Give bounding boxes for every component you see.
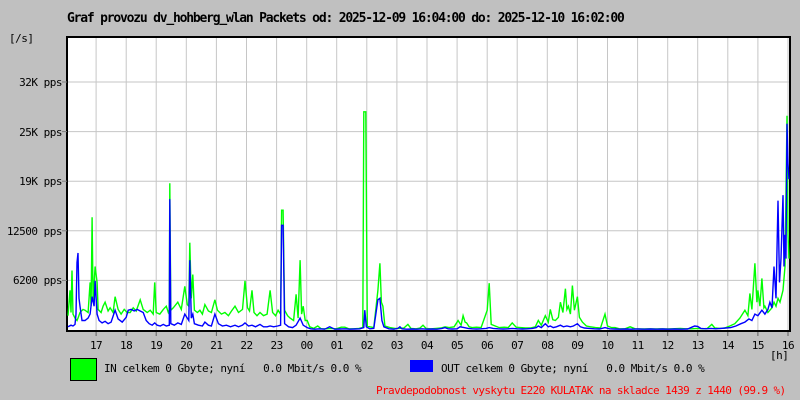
traffic-chart xyxy=(62,36,791,336)
x-axis-label: 11 xyxy=(631,339,644,352)
x-axis-label: 08 xyxy=(541,339,554,352)
x-axis-label: 09 xyxy=(571,339,584,352)
y-axis-label: 12500 pps xyxy=(6,225,63,238)
graph-title: Graf provozu dv_hohberg_wlan Packets od:… xyxy=(67,11,625,26)
x-axis-label: 12 xyxy=(661,339,675,352)
x-axis-label: 18 xyxy=(120,339,133,352)
x-axis-unit-label: [h] xyxy=(770,349,789,362)
in-legend-label: IN celkem 0 Gbyte; nyní 0.0 Mbit/s 0.0 % xyxy=(104,362,362,375)
x-axis-label: 10 xyxy=(601,339,614,352)
out-legend-label: OUT celkem 0 Gbyte; nyní 0.0 Mbit/s 0.0 … xyxy=(441,362,705,375)
y-axis-label: 25K pps xyxy=(19,126,62,139)
x-axis-label: 01 xyxy=(330,339,344,352)
x-axis-label: 14 xyxy=(721,339,735,352)
y-axis-unit-label: [/s] xyxy=(9,32,34,45)
x-axis-label: 16 xyxy=(781,339,795,352)
in-legend-swatch xyxy=(70,358,97,381)
x-axis-label: 03 xyxy=(390,339,404,352)
x-axis-label: 07 xyxy=(511,339,524,352)
x-axis-label: 19 xyxy=(150,339,163,352)
x-axis-label: 02 xyxy=(360,339,374,352)
x-axis-label: 00 xyxy=(300,339,314,352)
out-legend-swatch xyxy=(410,360,433,372)
x-axis-label: 17 xyxy=(89,339,103,352)
y-axis-label: 19K pps xyxy=(19,175,62,188)
x-axis-label: 20 xyxy=(180,339,193,352)
x-axis-label: 04 xyxy=(420,339,434,352)
y-axis-label: 6200 pps xyxy=(13,274,62,287)
x-axis-label: 15 xyxy=(751,339,765,352)
x-axis-label: 22 xyxy=(240,339,253,352)
x-axis-label: 05 xyxy=(450,339,464,352)
x-axis-label: 23 xyxy=(270,339,283,352)
x-axis-label: 13 xyxy=(691,339,705,352)
y-axis-label: 32K pps xyxy=(19,76,62,89)
x-axis-label: 06 xyxy=(481,339,494,352)
x-axis-label: 21 xyxy=(210,339,223,352)
probability-status-text: Pravdepodobnost vyskytu E220 KULATAK na … xyxy=(376,384,786,397)
